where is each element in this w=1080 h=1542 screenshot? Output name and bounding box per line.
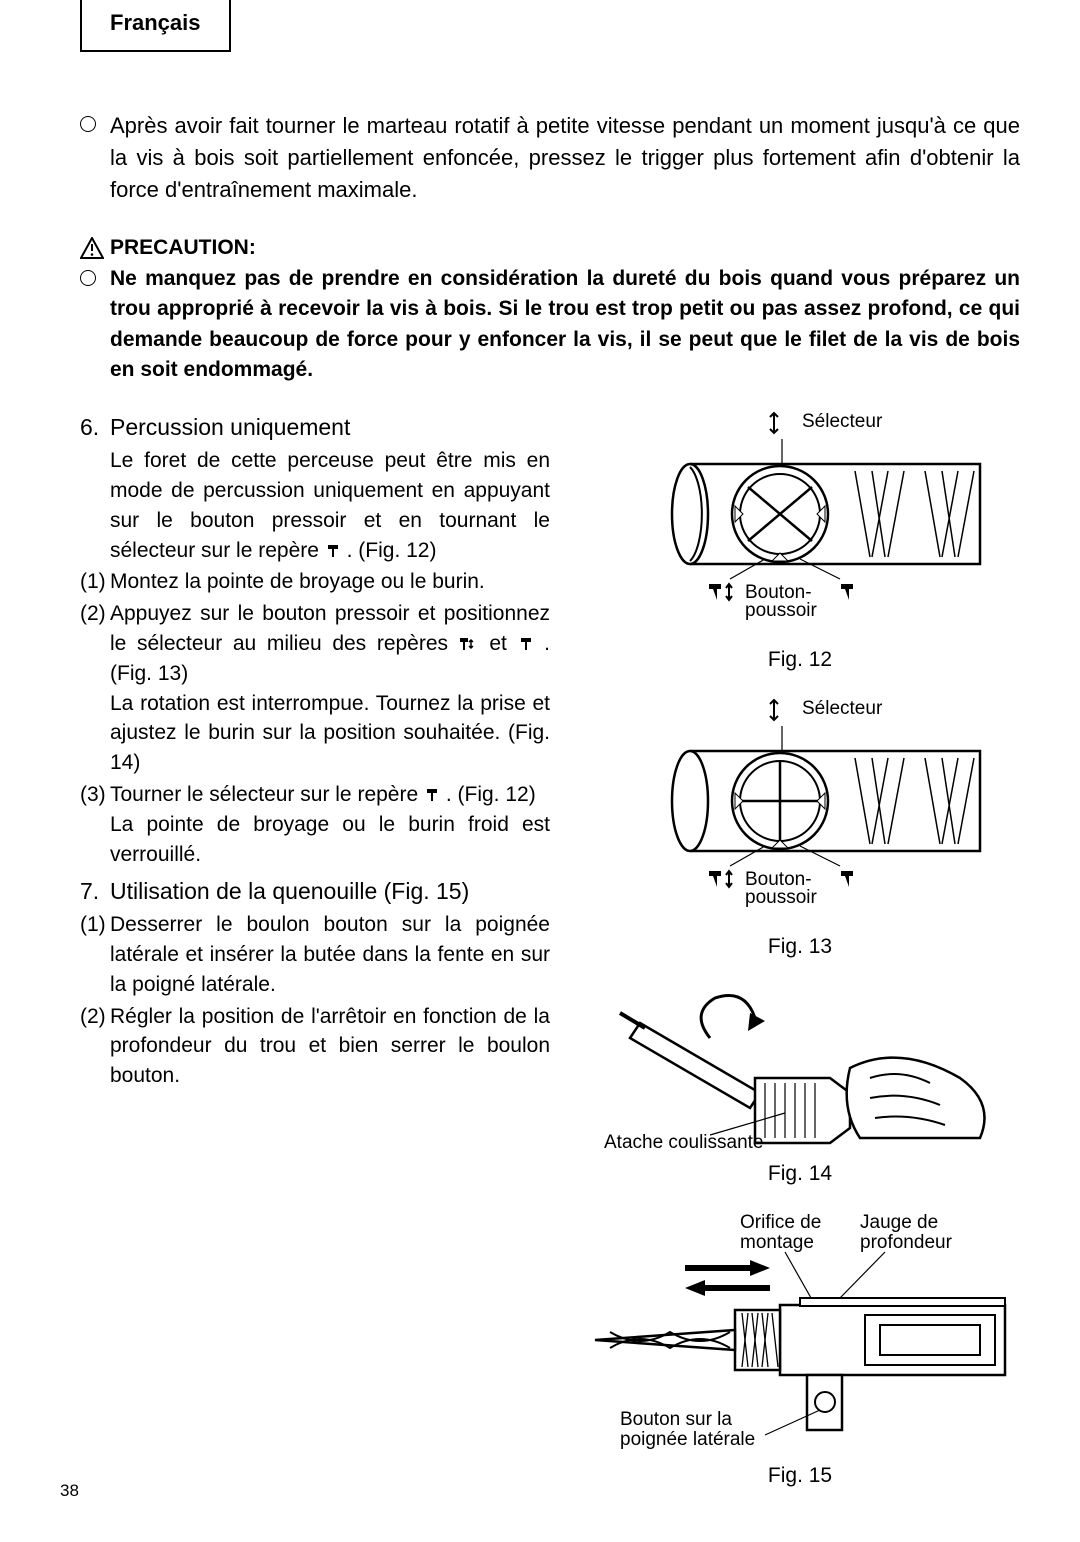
precaution-text: Ne manquez pas de prendre en considérati… xyxy=(110,264,1020,386)
label-orifice1: Orifice de xyxy=(740,1212,821,1233)
section-number: 6. xyxy=(80,411,110,444)
hammer-icon xyxy=(325,543,341,559)
figure-14: Atache coulissante Fig. 14 xyxy=(580,983,1020,1186)
text: . (Fig. 12) xyxy=(347,539,437,562)
item-number: (1) xyxy=(80,910,110,999)
text: . (Fig. 12) xyxy=(446,783,536,806)
precaution-label: PRECAUTION: xyxy=(110,236,256,260)
intro-paragraph: Après avoir fait tourner le marteau rota… xyxy=(80,110,1020,206)
precaution-body: Ne manquez pas de prendre en considérati… xyxy=(80,264,1020,386)
section-title-text: Utilisation de la quenouille (Fig. 15) xyxy=(110,875,469,908)
section-7-title: 7. Utilisation de la quenouille (Fig. 15… xyxy=(80,875,550,908)
label-bouton2: poussoir xyxy=(745,887,817,908)
precaution-heading: PRECAUTION: xyxy=(80,236,1020,260)
item-text: Montez la pointe de broyage ou le burin. xyxy=(110,567,550,597)
figure-13-caption: Fig. 13 xyxy=(580,935,1020,959)
label-bouton2: poussoir xyxy=(745,600,817,621)
figure-15: Orifice de montage Jauge de profondeur xyxy=(580,1210,1020,1488)
section-title-text: Percussion uniquement xyxy=(110,411,350,444)
hammer-rotate-icon xyxy=(459,636,479,652)
circle-bullet-icon xyxy=(80,270,96,286)
figure-12-caption: Fig. 12 xyxy=(580,648,1020,672)
item-7-2: (2) Régler la position de l'arrêtoir en … xyxy=(80,1002,550,1091)
two-column-layout: 6. Percussion uniquement Le foret de cet… xyxy=(80,409,1020,1512)
item-number: (1) xyxy=(80,567,110,597)
page-number: 38 xyxy=(60,1481,79,1501)
text: La pointe de broyage ou le burin froid e… xyxy=(110,813,550,866)
text: Tourner le sélecteur sur le repère xyxy=(110,783,424,806)
item-number: (3) xyxy=(80,780,110,869)
label-jauge2: profondeur xyxy=(860,1232,953,1253)
circle-bullet-icon xyxy=(80,116,96,132)
label-jauge1: Jauge de xyxy=(860,1212,938,1233)
warning-triangle-icon xyxy=(80,237,104,259)
figure-15-caption: Fig. 15 xyxy=(580,1464,1020,1488)
hammer-icon xyxy=(518,636,534,652)
page: Français Après avoir fait tourner le mar… xyxy=(0,0,1080,1542)
figure-14-svg: Atache coulissante xyxy=(600,983,1000,1158)
text: La rotation est interrompue. Tournez la … xyxy=(110,692,550,775)
content: Après avoir fait tourner le marteau rota… xyxy=(80,110,1020,1512)
item-text: Régler la position de l'arrêtoir en fonc… xyxy=(110,1002,550,1091)
item-text: Appuyez sur le bouton pressoir et positi… xyxy=(110,599,550,778)
section-6-title: 6. Percussion uniquement xyxy=(80,411,550,444)
section-number: 7. xyxy=(80,875,110,908)
item-6-2: (2) Appuyez sur le bouton pressoir et po… xyxy=(80,599,550,778)
item-7-1: (1) Desserrer le boulon bouton sur la po… xyxy=(80,910,550,999)
label-atache: Atache coulissante xyxy=(604,1132,764,1153)
left-column: 6. Percussion uniquement Le foret de cet… xyxy=(80,409,550,1512)
label-selecteur: Sélecteur xyxy=(802,698,883,719)
figure-13: Sélecteur Bouton- poussoir Fig. 13 xyxy=(580,696,1020,959)
label-bouton-lat2: poignée latérale xyxy=(620,1429,755,1450)
figure-12-svg: Sélecteur Bouton- poussoir xyxy=(610,409,990,644)
hammer-icon xyxy=(424,787,440,803)
item-text: Tourner le sélecteur sur le repère . (Fi… xyxy=(110,780,550,869)
item-number: (2) xyxy=(80,599,110,778)
figure-13-svg: Sélecteur Bouton- poussoir xyxy=(610,696,990,931)
label-selecteur: Sélecteur xyxy=(802,411,883,432)
item-number: (2) xyxy=(80,1002,110,1091)
precaution-block: PRECAUTION: Ne manquez pas de prendre en… xyxy=(80,236,1020,386)
item-text: Desserrer le boulon bouton sur la poigné… xyxy=(110,910,550,999)
figure-15-svg: Orifice de montage Jauge de profondeur xyxy=(585,1210,1015,1460)
figure-14-caption: Fig. 14 xyxy=(580,1162,1020,1186)
text: et xyxy=(489,632,517,655)
figure-12: Sélecteur Bouton- poussoir Fig. 12 xyxy=(580,409,1020,672)
label-bouton-lat1: Bouton sur la xyxy=(620,1409,732,1430)
language-tab: Français xyxy=(80,0,231,52)
text: Appuyez sur le bouton pressoir et positi… xyxy=(110,602,550,655)
intro-text: Après avoir fait tourner le marteau rota… xyxy=(110,110,1020,206)
label-orifice2: montage xyxy=(740,1232,814,1253)
item-6-1: (1) Montez la pointe de broyage ou le bu… xyxy=(80,567,550,597)
section-6-intro: Le foret de cette perceuse peut être mis… xyxy=(110,446,550,565)
right-column: Sélecteur Bouton- poussoir Fig. 12 xyxy=(580,409,1020,1512)
item-6-3: (3) Tourner le sélecteur sur le repère .… xyxy=(80,780,550,869)
